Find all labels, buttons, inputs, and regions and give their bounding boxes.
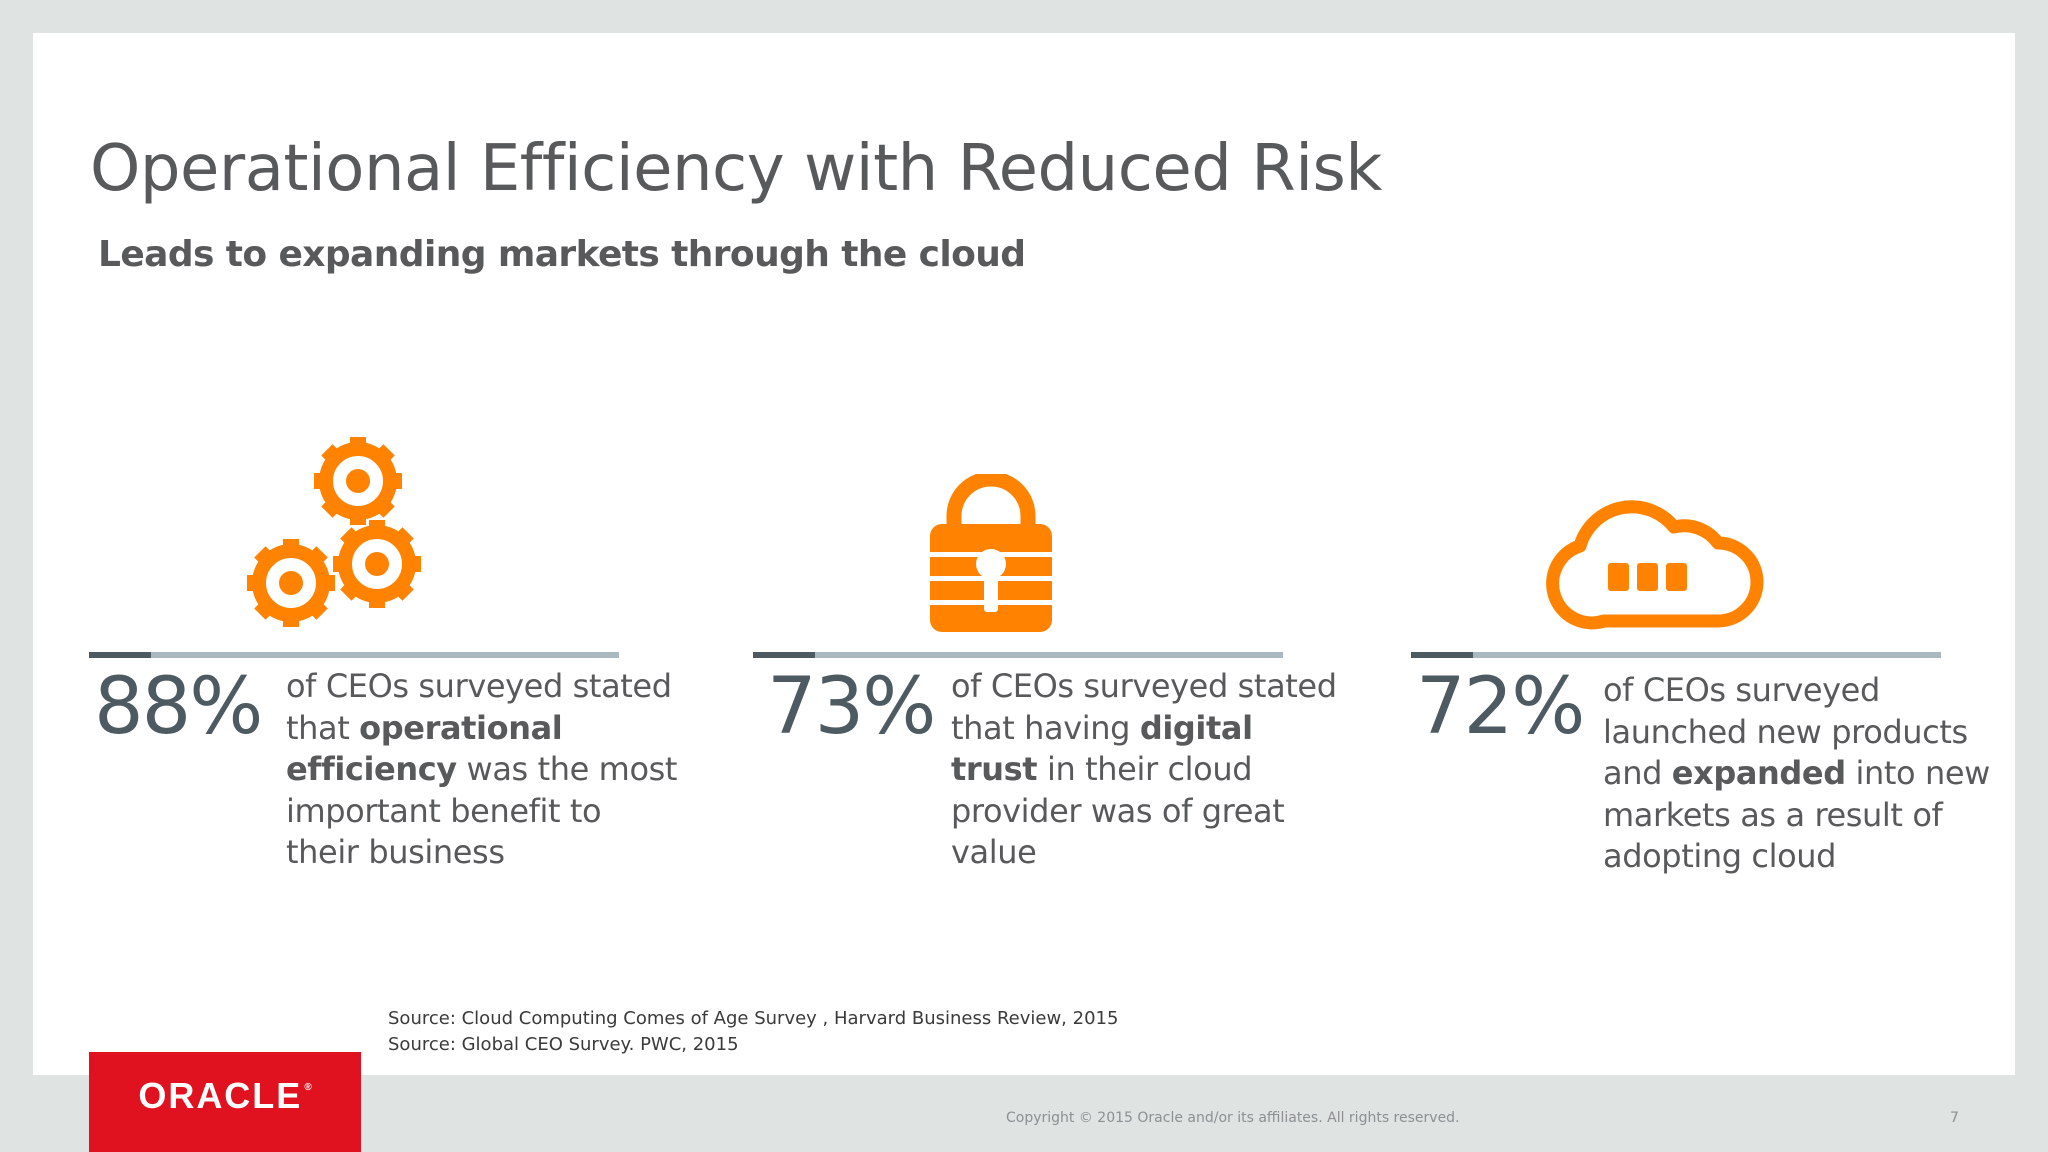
stat-value: 88% bbox=[94, 662, 263, 752]
gears-icon bbox=[236, 432, 432, 632]
copyright-notice: Copyright © 2015 Oracle and/or its affil… bbox=[1006, 1110, 1460, 1126]
lock-icon bbox=[930, 474, 1052, 632]
source-citation: Source: Cloud Computing Comes of Age Sur… bbox=[388, 1008, 1119, 1029]
cloud-icon bbox=[1546, 500, 1764, 630]
stat-divider bbox=[1411, 652, 1941, 658]
oracle-logo: ORACLE ® bbox=[89, 1052, 361, 1152]
stat-divider bbox=[753, 652, 1283, 658]
page-subtitle: Leads to expanding markets through the c… bbox=[98, 234, 1026, 275]
page-number: 7 bbox=[1950, 1110, 1959, 1126]
stat-divider bbox=[89, 652, 619, 658]
stat-description: of CEOs surveyed launched new products a… bbox=[1603, 671, 1990, 875]
stat-value: 73% bbox=[767, 662, 936, 752]
stat-description: of CEOs surveyed stated that operational… bbox=[286, 667, 678, 871]
stat-value: 72% bbox=[1416, 662, 1585, 752]
page-title: Operational Efficiency with Reduced Risk bbox=[90, 132, 1382, 206]
stat-description: of CEOs surveyed stated that having digi… bbox=[951, 667, 1337, 871]
source-citation: Source: Global CEO Survey. PWC, 2015 bbox=[388, 1034, 739, 1055]
